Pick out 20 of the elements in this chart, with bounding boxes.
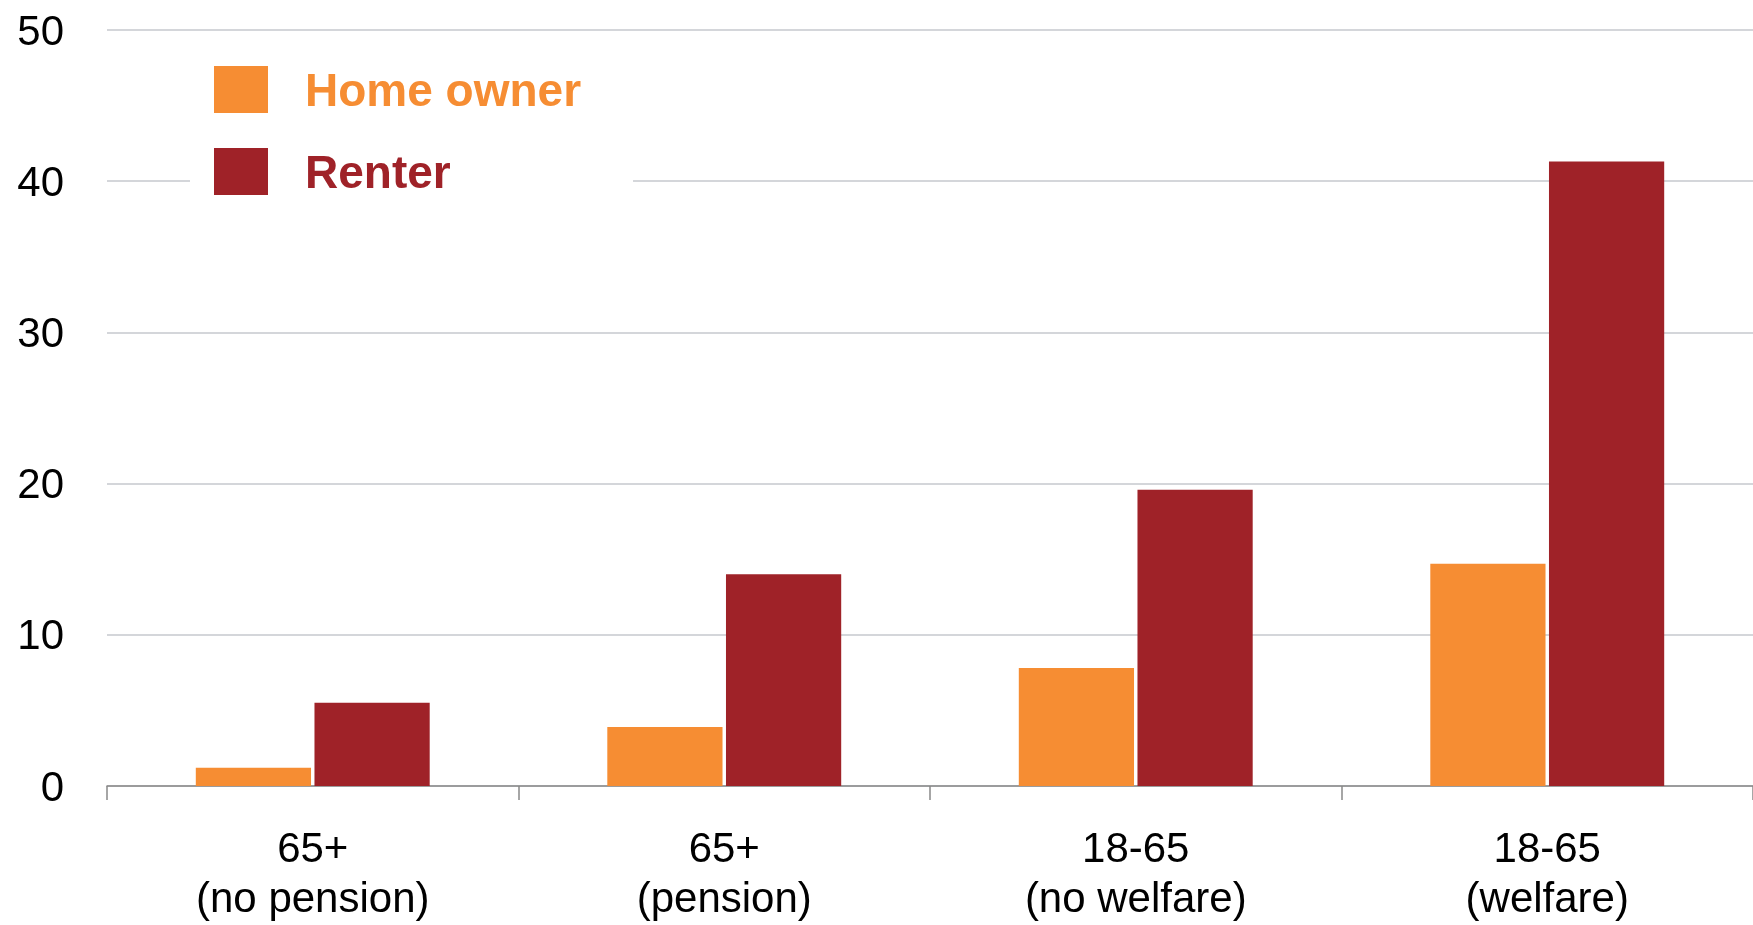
bar	[1430, 563, 1546, 786]
bar	[1137, 489, 1253, 786]
y-tick-label: 50	[17, 6, 64, 54]
y-tick-label: 30	[17, 308, 64, 356]
bar	[725, 574, 842, 786]
legend-label: Home owner	[305, 63, 582, 116]
y-tick-label: 0	[40, 762, 64, 810]
x-tick-label: 18-65 (no welfare)	[1024, 823, 1247, 921]
bar	[314, 702, 430, 786]
bar	[1018, 668, 1135, 786]
x-tick-label: 65+ (no pension)	[196, 823, 430, 921]
y-tick-label: 20	[17, 460, 64, 508]
y-tick-label: 40	[17, 157, 64, 205]
bar	[195, 767, 312, 786]
x-tick-label: 65+ (pension)	[636, 823, 812, 921]
legend-label: Renter	[305, 145, 451, 198]
bar	[1548, 161, 1665, 786]
y-tick-label: 10	[17, 611, 64, 659]
bar	[607, 727, 723, 786]
x-tick-label: 18-65 (welfare)	[1465, 823, 1629, 921]
